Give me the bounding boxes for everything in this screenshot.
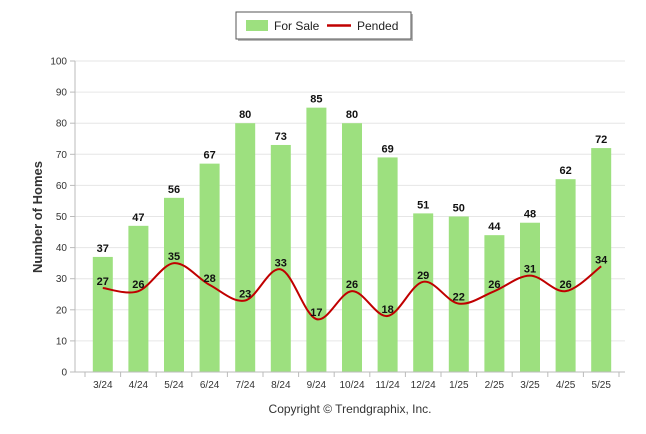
y-tick-label: 0 — [61, 368, 67, 379]
bar-value-label: 47 — [132, 212, 144, 224]
y-tick-label: 20 — [56, 305, 68, 316]
pended-value-label: 17 — [310, 307, 322, 319]
x-tick-label: 12/24 — [411, 380, 436, 391]
legend-swatch-for-sale — [246, 20, 268, 31]
pended-value-label: 31 — [524, 264, 536, 276]
bar-value-label: 51 — [417, 199, 429, 211]
bar-value-label: 48 — [524, 209, 536, 221]
bar-for-sale — [128, 225, 149, 372]
bar-value-label: 50 — [453, 203, 465, 215]
x-tick-label: 11/24 — [375, 380, 400, 391]
bar-value-label: 80 — [346, 109, 358, 121]
pended-value-label: 28 — [203, 273, 215, 285]
pended-value-label: 29 — [417, 270, 429, 282]
pended-value-label: 26 — [488, 279, 500, 291]
bar-for-sale — [377, 157, 398, 372]
pended-line-layer — [102, 262, 602, 321]
bar-for-sale — [342, 123, 362, 372]
pended-value-label: 35 — [168, 251, 180, 263]
legend-label-for-sale: For Sale — [274, 19, 320, 33]
bar-value-label: 37 — [97, 243, 109, 255]
pended-value-label: 18 — [381, 304, 393, 316]
data-labels: 37 47 56 67 80 73 85 80 69 51 50 44 48 62 72 27 26 35 28 23… — [97, 94, 609, 319]
pended-value-label: 22 — [453, 292, 465, 304]
y-tick-label: 40 — [56, 243, 68, 254]
bar-value-label: 56 — [168, 184, 180, 196]
bar-for-sale — [484, 235, 505, 372]
x-tick-label: 1/25 — [449, 380, 469, 391]
bar-value-label: 44 — [488, 221, 501, 233]
x-tick-label: 4/25 — [556, 380, 576, 391]
y-tick-label: 10 — [56, 336, 68, 347]
x-tick-label: 6/24 — [200, 380, 220, 391]
x-tick-label: 9/24 — [307, 380, 327, 391]
bar-value-label: 72 — [595, 134, 607, 146]
x-tick-label: 2/25 — [485, 380, 505, 391]
bar-for-sale — [199, 163, 220, 372]
bar-for-sale — [92, 256, 113, 372]
copyright-text: Copyright © Trendgraphix, Inc. — [269, 402, 432, 416]
bar-value-label: 69 — [381, 143, 393, 155]
x-tick-label: 10/24 — [339, 380, 364, 391]
x-tick-label: 5/24 — [164, 380, 184, 391]
y-tick-label: 100 — [50, 57, 67, 68]
bar-value-label: 85 — [310, 94, 322, 106]
x-tick-label: 3/24 — [93, 380, 113, 391]
pended-value-label: 26 — [346, 279, 358, 291]
y-tick-label: 70 — [56, 150, 68, 161]
x-tick-label: 7/24 — [235, 380, 255, 391]
pended-value-label: 27 — [97, 276, 109, 288]
x-tick-label: 5/25 — [591, 380, 611, 391]
bar-for-sale — [270, 144, 291, 372]
y-axis-title: Number of Homes — [30, 161, 45, 273]
bar-for-sale — [591, 148, 612, 372]
y-tick-label: 90 — [56, 88, 68, 99]
bar-for-sale — [235, 123, 256, 372]
legend-label-pended: Pended — [357, 19, 398, 33]
x-tick-label: 4/24 — [129, 380, 149, 391]
bar-for-sale — [448, 216, 469, 372]
pended-value-label: 26 — [559, 279, 571, 291]
pended-value-label: 23 — [239, 288, 251, 300]
legend[interactable]: For Sale Pended — [235, 11, 413, 41]
pended-value-label: 33 — [275, 257, 287, 269]
bar-value-label: 73 — [275, 131, 287, 143]
bar-for-sale — [164, 197, 184, 372]
bar-for-sale — [306, 107, 327, 373]
pended-value-label: 26 — [132, 279, 144, 291]
bar-for-sale — [555, 179, 576, 372]
pended-value-label: 34 — [595, 254, 608, 266]
bar-for-sale — [520, 222, 540, 372]
x-tick-label: 8/24 — [271, 380, 291, 391]
bar-value-label: 62 — [559, 165, 571, 177]
bar-value-label: 67 — [203, 150, 215, 162]
y-tick-label: 50 — [56, 212, 68, 223]
bar-value-label: 80 — [239, 109, 251, 121]
y-tick-label: 80 — [56, 119, 68, 130]
bars — [92, 107, 612, 373]
axes: 0 10 20 30 40 50 60 70 80 90 100 3/24 4/24 5/24 6/24 7/… — [50, 57, 625, 391]
bar-for-sale — [413, 213, 434, 372]
x-tick-label: 3/25 — [520, 380, 540, 391]
y-tick-label: 60 — [56, 181, 68, 192]
y-tick-label: 30 — [56, 274, 68, 285]
